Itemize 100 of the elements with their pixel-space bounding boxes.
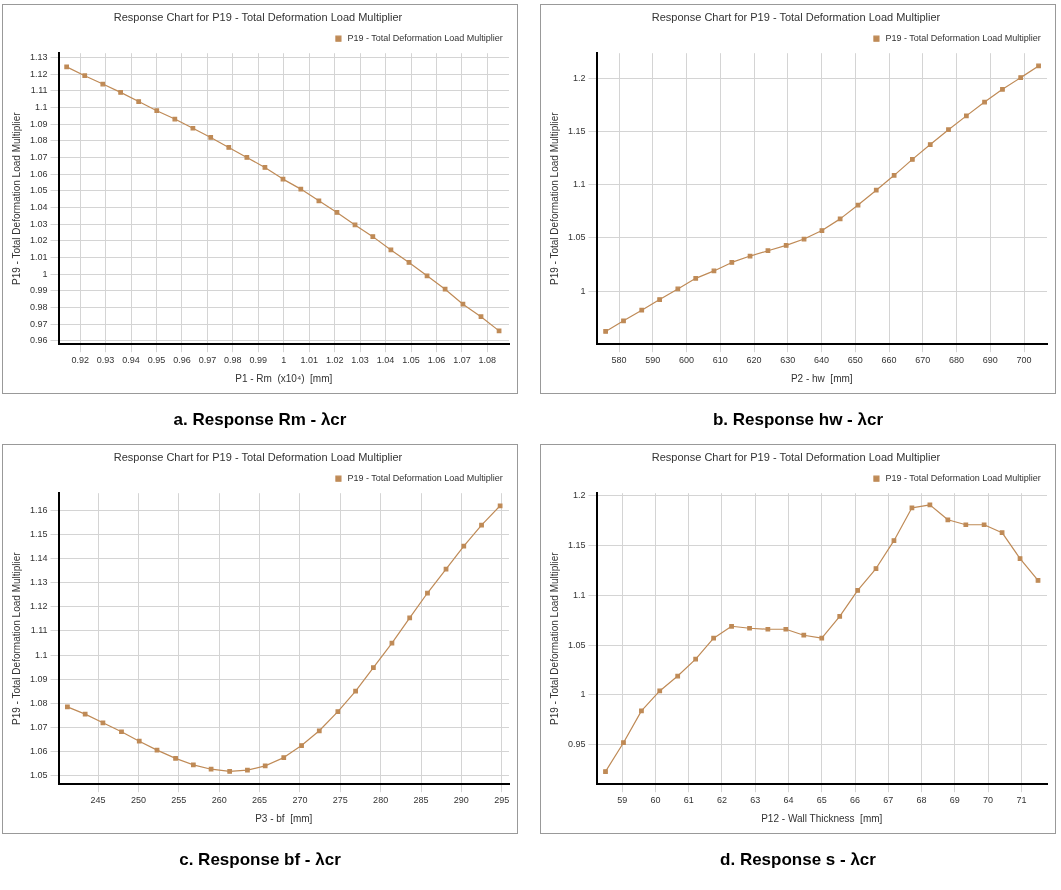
point	[819, 228, 825, 233]
x-axis-title: P1 - Rm (x10⁴) [mm]	[235, 372, 333, 384]
y-tick-label: 1.1	[35, 649, 48, 660]
y-tick-label: 1.11	[30, 625, 48, 636]
x-tick-label: 0.92	[71, 355, 89, 366]
point	[118, 90, 123, 95]
point	[945, 517, 951, 523]
point	[729, 623, 734, 629]
point	[891, 172, 897, 178]
point	[1035, 578, 1041, 583]
y-tick-label: 1.15	[567, 126, 586, 137]
y-tick-label: 1.06	[29, 168, 48, 179]
point	[729, 260, 735, 265]
y-axis-title: P19 - Total Deformation Load Multiplier	[10, 551, 22, 726]
x-tick-label: 65	[816, 795, 827, 806]
point	[245, 767, 250, 773]
y-tick-label: 1.09	[29, 673, 48, 684]
point	[657, 688, 663, 694]
point	[747, 625, 752, 631]
y-tick-label: 1.04	[29, 201, 48, 212]
y-tick-label: 1	[580, 689, 586, 700]
point	[963, 522, 969, 528]
y-tick-label: 1.16	[29, 504, 48, 515]
y-tick-label: 1.01	[29, 251, 48, 262]
point	[443, 566, 449, 572]
point	[873, 187, 879, 193]
point	[82, 711, 88, 717]
point	[154, 108, 160, 114]
x-tick-label: 66	[850, 795, 861, 806]
legend-label: P19 - Total Deformation Load Multiplier	[885, 473, 1041, 484]
point	[299, 743, 304, 748]
y-axis-title: P19 - Total Deformation Load Multiplier	[548, 551, 560, 726]
x-tick-label: 69	[949, 795, 960, 806]
x-tick-label: 1	[281, 355, 287, 366]
point	[65, 704, 70, 710]
x-tick-label: 1.08	[478, 355, 497, 366]
y-tick-label: 1.14	[29, 552, 48, 563]
point	[657, 297, 662, 302]
y-tick-label: 1.11	[30, 85, 48, 96]
point	[298, 186, 304, 192]
point	[244, 155, 250, 160]
y-tick-label: 1.06	[29, 746, 48, 757]
point	[801, 632, 807, 638]
legend-label: P19 - Total Deformation Load Multiplier	[347, 473, 503, 484]
y-tick-label: 1.1	[573, 589, 586, 600]
point	[190, 762, 196, 768]
x-tick-label: 640	[814, 355, 830, 366]
x-tick-label: 0.97	[198, 355, 217, 366]
point	[119, 729, 124, 735]
x-tick-label: 60	[650, 795, 661, 806]
x-tick-label: 1.04	[376, 355, 395, 366]
y-tick-label: 1.2	[573, 73, 586, 84]
x-tick-label: 70	[983, 795, 994, 806]
x-tick-label: 64	[783, 795, 794, 806]
y-tick-label: 1.07	[29, 151, 48, 162]
text: c. Response bf - λcr	[178, 850, 342, 870]
point	[281, 755, 287, 760]
point	[82, 73, 88, 79]
point	[316, 728, 322, 734]
point	[909, 505, 915, 511]
point	[208, 135, 214, 140]
x-tick-label: 285	[413, 795, 429, 806]
point	[136, 99, 142, 104]
point	[100, 81, 106, 87]
point	[388, 247, 394, 253]
point	[406, 260, 412, 265]
x-tick-label: 650	[847, 355, 863, 366]
point	[621, 318, 626, 324]
x-tick-label: 0.93	[96, 355, 115, 366]
point	[173, 755, 178, 761]
x-tick-label: 670	[915, 355, 931, 366]
point	[1000, 86, 1005, 92]
y-tick-label: 0.98	[29, 302, 48, 312]
y-tick-label: 1.05	[567, 639, 586, 650]
x-tick-label: 270	[292, 795, 308, 806]
x-tick-label: 700	[1016, 355, 1032, 366]
point	[603, 769, 608, 774]
x-tick-label: 0.99	[249, 355, 268, 366]
x-axis-title: P3 - bf [mm]	[255, 812, 313, 824]
y-axis-title: P19 - Total Deformation Load Multiplier	[548, 111, 560, 286]
point	[425, 590, 430, 596]
point	[262, 763, 268, 769]
x-tick-label: 1.05	[402, 355, 420, 366]
x-tick-label: 71	[1016, 795, 1027, 806]
point	[675, 673, 681, 679]
point	[262, 165, 268, 170]
y-axis-title: P19 - Total Deformation Load Multiplier	[10, 111, 22, 286]
point	[100, 720, 106, 726]
point	[371, 665, 376, 671]
y-tick-label: 1.12	[29, 601, 48, 612]
text: a. Response Rm - λcr	[172, 410, 348, 430]
x-tick-label: 600	[679, 355, 695, 366]
point	[460, 301, 466, 307]
x-tick-label: 620	[746, 355, 762, 366]
y-tick-label: 1.13	[29, 51, 48, 62]
point	[927, 502, 933, 508]
x-tick-label: 690	[982, 355, 998, 366]
point	[946, 127, 951, 133]
x-tick-label: 255	[171, 795, 187, 806]
x-tick-label: 67	[883, 795, 894, 806]
